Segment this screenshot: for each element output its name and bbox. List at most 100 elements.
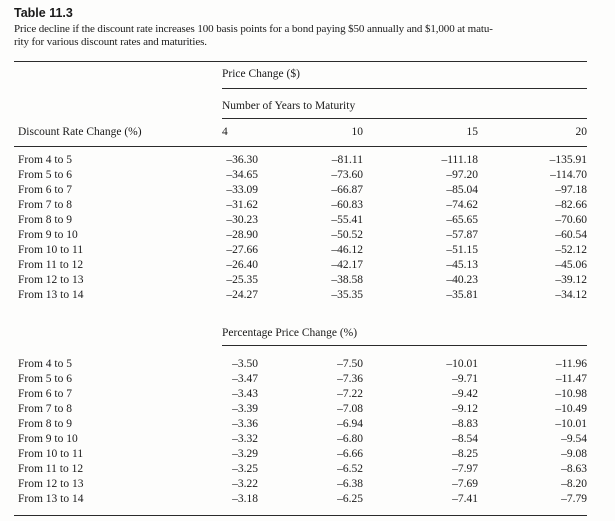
maturity-col-header: 20	[478, 118, 588, 147]
maturity-col-header: 15	[363, 118, 478, 147]
value-cell: –60.83	[331, 199, 363, 211]
value-cell: –10.98	[555, 388, 588, 400]
value-cell: –7.50	[337, 358, 363, 370]
value-cell: –42.17	[331, 259, 363, 271]
value-cell: –6.80	[337, 433, 363, 445]
row-label: From 13 to 14	[18, 289, 84, 301]
row-label: From 11 to 12	[18, 463, 84, 475]
value-cell: –85.04	[446, 184, 478, 196]
table-row: From 9 to 10 –3.32 –6.80 –8.54 –9.54	[14, 432, 587, 447]
table-row: From 5 to 6 –3.47 –7.36 –9.71 –11.47	[14, 372, 587, 387]
row-label: From 4 to 5	[18, 154, 72, 166]
caption-line: Price decline if the discount rate incre…	[14, 23, 493, 35]
value-cell: –8.63	[561, 463, 588, 475]
value-cell: –3.25	[232, 463, 258, 475]
table-row: From 12 to 13 –3.22 –6.38 –7.69 –8.20	[14, 477, 587, 492]
value-cell: –30.23	[226, 214, 258, 226]
value-cell: –3.39	[232, 403, 258, 415]
value-cell: –7.22	[337, 388, 363, 400]
row-label: From 10 to 11	[18, 448, 84, 460]
pct-title-row: Percentage Price Change (%)	[14, 303, 588, 346]
table-row: From 9 to 10 –28.90 –50.52 –57.87 –60.54	[14, 228, 587, 243]
table-row: From 7 to 8 –31.62 –60.83 –74.62 –82.66	[14, 198, 587, 213]
value-cell: –73.60	[331, 169, 363, 181]
row-label: From 11 to 12	[18, 259, 84, 271]
value-cell: –36.30	[226, 154, 258, 166]
table-row: From 10 to 11 –27.66 –46.12 –51.15 –52.12	[14, 243, 587, 258]
table-row: From 8 to 9 –3.36 –6.94 –8.83 –10.01	[14, 417, 587, 432]
value-cell: –66.87	[331, 184, 363, 196]
empty-cell	[14, 303, 222, 346]
value-cell: –11.47	[555, 373, 588, 385]
value-cell: –10.49	[555, 403, 588, 415]
price-change-table: Price Change ($) Number of Years to Matu…	[14, 61, 588, 516]
row-label: From 10 to 11	[18, 244, 84, 256]
empty-cell	[14, 62, 222, 89]
value-cell: –9.08	[561, 448, 588, 460]
row-label: From 7 to 8	[18, 403, 72, 415]
table-row: From 4 to 5 –36.30 –81.11 –111.18 –135.91	[14, 147, 587, 169]
value-cell: –6.52	[337, 463, 363, 475]
value-cell: –7.69	[452, 478, 478, 490]
value-cell: –3.32	[232, 433, 258, 445]
value-cell: –7.41	[452, 493, 478, 505]
row-label: From 13 to 14	[18, 493, 84, 505]
row-label: From 5 to 6	[18, 373, 72, 385]
table-row: From 4 to 5 –3.50 –7.50 –10.01 –11.96	[14, 346, 587, 373]
value-cell: –8.25	[452, 448, 478, 460]
value-cell: –55.41	[331, 214, 363, 226]
table-caption: Price decline if the discount rate incre…	[14, 23, 601, 49]
table-row: From 5 to 6 –34.65 –73.60 –97.20 –114.70	[14, 168, 587, 183]
percentage-section-header: Percentage Price Change (%)	[14, 303, 588, 346]
group-title-row: Price Change ($)	[14, 61, 588, 89]
table-row: From 8 to 9 –30.23 –55.41 –65.65 –70.60	[14, 213, 587, 228]
value-cell: –52.12	[555, 244, 588, 256]
row-label: From 7 to 8	[18, 199, 72, 211]
value-cell: –11.96	[555, 358, 588, 370]
value-cell: –9.42	[452, 388, 478, 400]
value-cell: –6.25	[337, 493, 363, 505]
value-cell: –8.54	[452, 433, 478, 445]
value-cell: –7.79	[561, 493, 588, 505]
years-to-maturity-header: Number of Years to Maturity	[222, 88, 588, 119]
dollar-price-change-section: From 4 to 5 –36.30 –81.11 –111.18 –135.91 Fro…	[14, 147, 587, 304]
row-label: From 6 to 7	[18, 388, 72, 400]
value-cell: –3.50	[232, 358, 258, 370]
table-row: From 11 to 12 –3.25 –6.52 –7.97 –8.63	[14, 462, 587, 477]
value-cell: –3.18	[232, 493, 258, 505]
value-cell: –9.71	[452, 373, 478, 385]
table-row: From 6 to 7 –3.43 –7.22 –9.42 –10.98	[14, 387, 587, 402]
discount-rate-change-header: Discount Rate Change (%)	[14, 118, 222, 147]
value-cell: –9.12	[452, 403, 478, 415]
value-cell: –3.47	[232, 373, 258, 385]
table-row: From 11 to 12 –26.40 –42.17 –45.13 –45.06	[14, 258, 587, 273]
value-cell: –114.70	[550, 169, 588, 181]
table-row: From 13 to 14 –3.18 –6.25 –7.41 –7.79	[14, 492, 587, 516]
value-cell: –35.81	[446, 289, 478, 301]
value-cell: –6.94	[337, 418, 363, 430]
value-cell: –38.58	[331, 274, 363, 286]
value-cell: –3.29	[232, 448, 258, 460]
value-cell: –10.01	[555, 418, 588, 430]
value-cell: –7.36	[337, 373, 363, 385]
row-label: From 8 to 9	[18, 418, 72, 430]
value-cell: –3.36	[232, 418, 258, 430]
value-cell: –7.97	[452, 463, 478, 475]
empty-cell	[14, 89, 222, 119]
row-label: From 9 to 10	[18, 229, 78, 241]
value-cell: –6.38	[337, 478, 363, 490]
table-title: Table 11.3	[14, 6, 73, 20]
row-label: From 8 to 9	[18, 214, 72, 226]
price-change-group-header: Price Change ($)	[222, 61, 588, 89]
row-label: From 12 to 13	[18, 478, 84, 490]
value-cell: –81.11	[331, 154, 363, 166]
value-cell: –135.91	[549, 154, 588, 166]
value-cell: –34.65	[226, 169, 258, 181]
value-cell: –46.12	[331, 244, 363, 256]
value-cell: –40.23	[446, 274, 478, 286]
column-header-row: Discount Rate Change (%) 4 10 15 20	[14, 118, 588, 147]
value-cell: –28.90	[226, 229, 258, 241]
value-cell: –25.35	[226, 274, 258, 286]
value-cell: –10.01	[446, 358, 478, 370]
